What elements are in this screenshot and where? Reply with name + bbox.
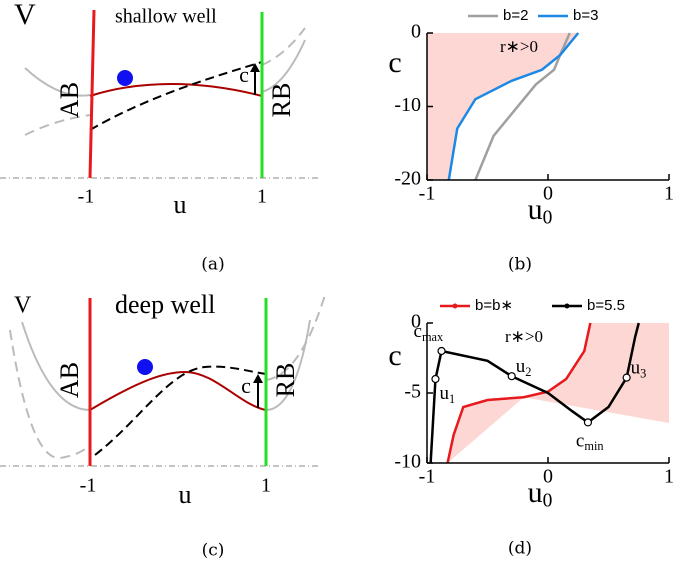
annotation: r∗>0	[505, 327, 543, 346]
potential-gray	[24, 67, 91, 97]
annotation-label-sub: min	[584, 439, 603, 453]
y-tick-label: -5	[404, 381, 421, 403]
legend-label: b=2	[503, 7, 528, 24]
series-line	[446, 322, 592, 464]
annotation-label: cmax	[414, 321, 445, 343]
annotation-label: cmin	[576, 431, 604, 453]
arrowhead	[250, 63, 260, 72]
legend-label: b=3	[573, 7, 598, 24]
x-axis-label-base: u	[528, 476, 543, 509]
annotation-label-sub: 2	[525, 365, 531, 379]
diagram-c: V deep well AB RB c -1 1 u (c)	[0, 290, 326, 561]
y-tick-label: 0	[411, 21, 421, 43]
diagram-a: V shallow well AB RB c -1 1 u (a)	[0, 0, 320, 275]
annotation-label-base: c	[414, 321, 422, 342]
potential-dashed-black	[89, 61, 263, 131]
left-boundary	[88, 9, 96, 179]
annotation-label: u1	[439, 383, 455, 405]
potential-dashed	[9, 329, 91, 460]
particle	[117, 70, 133, 86]
x-tick-label: 1	[664, 466, 674, 488]
potential-dashed	[265, 294, 326, 381]
y-label: V	[14, 293, 32, 319]
potential-gray	[265, 319, 311, 411]
x-tick-label: 1	[257, 186, 267, 208]
arrowhead	[253, 374, 263, 383]
annotation-label-sub: max	[422, 330, 444, 344]
annotation-label-base: u	[439, 383, 449, 404]
potential-gray	[21, 321, 91, 411]
potential-gray	[261, 39, 306, 93]
legend-marker	[564, 303, 570, 309]
chart: -1 0 1-10-50b=b∗ b=5.5cu0r∗>0cmaxu1u2cminu3…	[388, 297, 674, 559]
y-tick-label: 0	[411, 311, 421, 333]
annotation: r∗>0	[500, 37, 538, 56]
y-tick-label: -10	[394, 94, 421, 116]
annotation-label: u3	[631, 358, 647, 380]
x-label: u	[174, 190, 187, 219]
right-label: RB	[267, 83, 296, 118]
title: shallow well	[115, 6, 217, 28]
y-tick-label: -10	[394, 451, 421, 473]
annotation-label-sub: 1	[449, 392, 455, 406]
caption: (a)	[201, 255, 224, 275]
y-axis-label: c	[388, 339, 401, 372]
annotation-marker	[507, 372, 516, 381]
annotation-label-sub: 3	[640, 366, 646, 380]
x-axis-label: u0	[528, 476, 553, 512]
caption: (c)	[202, 541, 225, 561]
x-tick-label: -1	[419, 183, 436, 205]
annotation-label-base: c	[576, 431, 584, 452]
x-tick-label: 1	[261, 475, 271, 497]
potential-dashed	[24, 114, 91, 136]
x-tick-label: 1	[664, 183, 674, 205]
x-tick-label: 0	[543, 183, 553, 205]
potential-red	[89, 83, 263, 97]
annotation-marker	[437, 346, 446, 356]
x-tick-label: -1	[78, 186, 95, 208]
legend-label: b=b∗	[475, 297, 513, 314]
shaded-region	[447, 323, 669, 463]
particle	[137, 359, 153, 375]
annotation-label: u2	[516, 357, 532, 379]
y-label: V	[14, 0, 36, 31]
potential-red	[89, 370, 267, 411]
potential-dashed	[261, 27, 306, 66]
x-axis-label-base: u	[528, 193, 543, 226]
arrow-label: c	[241, 373, 251, 398]
annotation-marker	[583, 418, 593, 427]
x-tick-label: -1	[80, 475, 97, 497]
x-axis-label: u0	[528, 193, 553, 229]
left-label: AB	[55, 362, 84, 398]
x-tick-label: 0	[543, 466, 553, 488]
arrow-label: c	[239, 62, 249, 87]
annotation-marker	[431, 374, 440, 384]
legend-marker	[452, 303, 458, 309]
x-tick-label: -1	[419, 466, 436, 488]
x-axis-label-sub: 0	[543, 208, 553, 229]
y-axis-label: c	[388, 46, 401, 79]
caption: (b)	[508, 255, 532, 275]
potential-dashed-black	[94, 365, 267, 456]
legend-label: b=5.5	[587, 297, 625, 314]
caption: (d)	[508, 539, 532, 559]
y-tick-label: -20	[394, 168, 421, 190]
x-label: u	[179, 480, 192, 509]
series-line	[447, 32, 580, 181]
annotation-label-base: u	[631, 358, 641, 379]
annotation-marker	[622, 373, 631, 382]
right-label: RB	[271, 363, 300, 398]
x-axis-label-sub: 0	[543, 491, 553, 512]
annotation-label-base: u	[516, 357, 526, 378]
title: deep well	[115, 290, 215, 319]
left-label: AB	[55, 82, 84, 118]
